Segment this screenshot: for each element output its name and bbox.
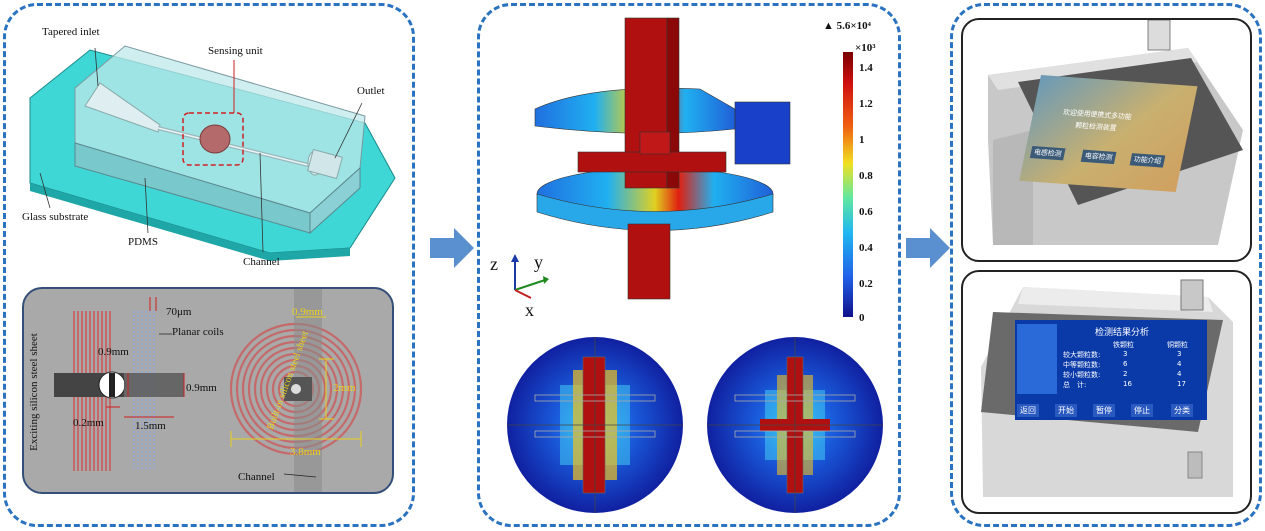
colorbar-max-value: 5.6×10⁴ — [836, 20, 871, 32]
device-2-row-fe: 16 — [1123, 380, 1132, 388]
colorbar-tick: 0.8 — [859, 170, 873, 182]
label-dim-3-8mm: 3.8mm — [290, 446, 321, 458]
label-exciting-sheet: Exciting silicon steel sheet — [28, 333, 40, 451]
sensor-detail-drawing — [54, 289, 363, 492]
label-channel-bottom: Channel — [238, 471, 275, 483]
device-2-btn-pause[interactable]: 暂停 — [1093, 404, 1115, 417]
label-dim-2mm: 2mm — [333, 382, 356, 394]
device-2-row-cu: 17 — [1177, 380, 1186, 388]
device-2-row-cu: 3 — [1177, 350, 1182, 358]
device-2-screen: 检测结果分析 铁颗粒 铜颗粒 较大颗粒数: 3 3 中等颗粒数: 6 4 较小颗… — [1015, 320, 1207, 420]
middle-panel — [477, 3, 901, 527]
label-dim-0-9mm-spiral: 0.9mm — [292, 306, 323, 318]
field-map-right — [707, 337, 883, 513]
colorbar-unit: ×10³ — [855, 42, 876, 54]
label-dim-0-9mm-top: 0.9mm — [98, 346, 129, 358]
label-gap-70um: 70μm — [166, 306, 192, 318]
axis-z-label: z — [490, 254, 498, 274]
chip-illustration — [29, 45, 396, 261]
label-dim-0-9mm-right: 0.9mm — [186, 382, 217, 394]
sensor-detail-box — [22, 287, 394, 494]
device-2-btn-return[interactable]: 返回 — [1017, 404, 1039, 417]
colorbar-tick: 1.4 — [859, 62, 873, 74]
colorbar-ticks: 1.4 1.2 1 0.8 0.6 0.4 0.2 0 — [859, 52, 899, 327]
row-label: 总 计: — [1063, 381, 1087, 389]
colorbar-tick: 0.6 — [859, 206, 873, 218]
device-2-frame: 检测结果分析 铁颗粒 铜颗粒 较大颗粒数: 3 3 中等颗粒数: 6 4 较小颗… — [961, 270, 1252, 514]
device-2-row: 较大颗粒数: — [1063, 350, 1100, 360]
sensing-unit-box — [182, 112, 244, 166]
device-2-btn-classify[interactable]: 分类 — [1171, 404, 1193, 417]
device-2-row: 中等颗粒数: — [1063, 360, 1100, 370]
label-glass-substrate: Glass substrate — [22, 211, 89, 223]
flow-arrow-2 — [906, 228, 950, 268]
device-2-col-cu: 铜颗粒 — [1167, 341, 1188, 349]
device-2-row: 总 计: — [1063, 380, 1086, 390]
side-block — [734, 101, 791, 165]
row-label: 较大颗粒数: — [1063, 351, 1101, 359]
field-3d-simulation — [534, 17, 791, 300]
tapered-inlet-shape — [84, 82, 161, 133]
label-dim-0-2mm: 0.2mm — [73, 417, 104, 429]
row-label: 中等颗粒数: — [1063, 361, 1101, 369]
row-label: 较小颗粒数: — [1063, 371, 1101, 379]
axes-triad — [511, 254, 549, 299]
colorbar-tick: 0.4 — [859, 242, 873, 254]
device-2-sidebar — [1017, 324, 1057, 394]
colorbar-tick: 1.2 — [859, 98, 873, 110]
label-channel: Channel — [243, 256, 280, 268]
device-2-btn-start[interactable]: 开始 — [1055, 404, 1077, 417]
device-1-title: 欢迎使用便携式多功能 — [1062, 108, 1133, 122]
device-1-btn-capacitive[interactable]: 电容检测 — [1080, 149, 1117, 165]
label-pdms: PDMS — [128, 236, 158, 248]
device-2-row: 较小颗粒数: — [1063, 370, 1100, 380]
axis-x-label: x — [525, 300, 534, 320]
device-2-title: 检测结果分析 — [1095, 328, 1150, 338]
label-tapered-inlet: Tapered inlet — [42, 26, 100, 38]
device-2-row-cu: 4 — [1177, 360, 1182, 368]
label-dim-1-5mm: 1.5mm — [135, 420, 166, 432]
device-2-row-fe: 6 — [1123, 360, 1128, 368]
colorbar-max-marker: ▲ 5.6×10⁴ — [823, 20, 871, 32]
colorbar — [843, 52, 853, 317]
colorbar-tick: 0.2 — [859, 278, 873, 290]
device-2-btn-stop[interactable]: 停止 — [1131, 404, 1153, 417]
colorbar-tick: 1 — [859, 134, 865, 146]
sensing-unit-shape — [199, 124, 231, 154]
device-1-btn-inductive[interactable]: 电感检测 — [1029, 145, 1066, 161]
device-2-row-fe: 3 — [1123, 350, 1128, 358]
colorbar-tick: 0 — [859, 312, 865, 324]
label-sensing-unit: Sensing unit — [208, 45, 263, 57]
device-2-row-cu: 4 — [1177, 370, 1182, 378]
field-map-left — [507, 337, 683, 513]
device-2-col-fe: 铁颗粒 — [1113, 341, 1134, 349]
device-1-frame: 欢迎使用便携式多功能 颗粒检测装置 电感检测 电容检测 功能介绍 — [961, 18, 1252, 262]
left-panel — [3, 3, 415, 527]
device-2-row-fe: 2 — [1123, 370, 1128, 378]
horizontal-bar — [577, 151, 727, 173]
label-outlet: Outlet — [357, 85, 385, 97]
device-1-btn-intro[interactable]: 功能介绍 — [1129, 153, 1166, 168]
right-panel — [950, 3, 1262, 527]
flow-arrow-1 — [430, 228, 474, 268]
vertical-bar-bottom — [627, 223, 671, 300]
label-planar-coils: Planar coils — [172, 326, 224, 338]
device-1-subtitle: 颗粒检测装置 — [1074, 121, 1118, 133]
axis-y-label: y — [534, 252, 543, 272]
device-1-screen: 欢迎使用便携式多功能 颗粒检测装置 电感检测 电容检测 功能介绍 — [1019, 75, 1198, 193]
